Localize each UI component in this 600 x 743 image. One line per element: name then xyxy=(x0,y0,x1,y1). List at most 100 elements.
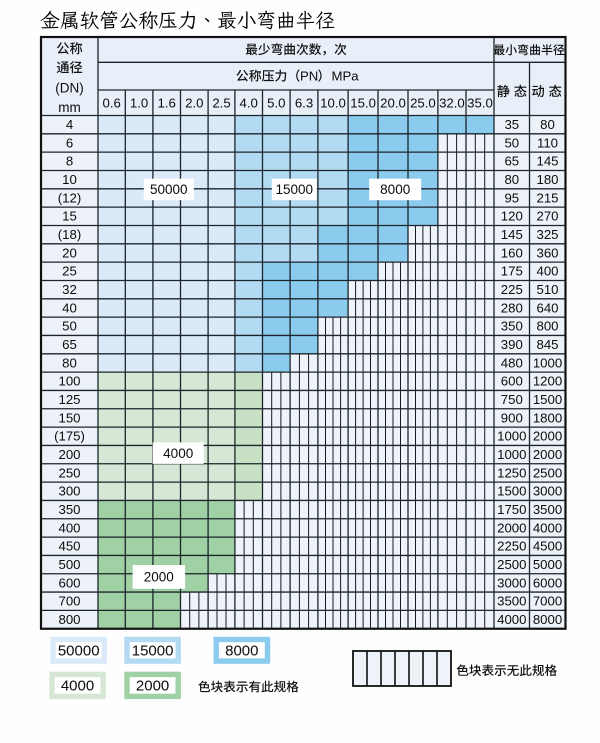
svg-text:120: 120 xyxy=(501,209,523,224)
svg-text:480: 480 xyxy=(501,355,523,370)
svg-text:10: 10 xyxy=(62,172,77,187)
svg-text:200: 200 xyxy=(58,447,80,462)
svg-text:1.6: 1.6 xyxy=(158,96,176,111)
svg-text:40: 40 xyxy=(62,300,77,315)
svg-text:300: 300 xyxy=(58,484,80,499)
svg-text:35: 35 xyxy=(504,117,519,132)
svg-text:15.0: 15.0 xyxy=(350,96,376,111)
svg-text:8000: 8000 xyxy=(225,643,258,660)
svg-text:1800: 1800 xyxy=(533,410,562,425)
svg-text:25.0: 25.0 xyxy=(410,96,436,111)
svg-text:20: 20 xyxy=(62,245,77,260)
svg-text:1500: 1500 xyxy=(533,392,562,407)
svg-text:6: 6 xyxy=(66,135,73,150)
svg-text:145: 145 xyxy=(536,154,558,169)
svg-text:mm: mm xyxy=(58,100,81,115)
svg-text:65: 65 xyxy=(62,337,77,352)
svg-text:2000: 2000 xyxy=(497,520,526,535)
svg-text:1000: 1000 xyxy=(497,429,526,444)
svg-text:4000: 4000 xyxy=(61,678,94,695)
svg-text:160: 160 xyxy=(501,245,523,260)
svg-text:15: 15 xyxy=(62,209,77,224)
svg-text:175: 175 xyxy=(501,264,523,279)
svg-text:80: 80 xyxy=(504,172,519,187)
svg-text:2000: 2000 xyxy=(136,678,169,695)
svg-text:2.5: 2.5 xyxy=(212,96,230,111)
svg-text:50000: 50000 xyxy=(58,643,100,660)
svg-text:145: 145 xyxy=(501,227,523,242)
svg-text:800: 800 xyxy=(58,612,80,627)
svg-text:25: 25 xyxy=(62,264,77,279)
svg-text:1250: 1250 xyxy=(497,465,526,480)
svg-text:1200: 1200 xyxy=(533,374,562,389)
svg-text:15000: 15000 xyxy=(132,643,174,660)
svg-text:95: 95 xyxy=(504,190,519,205)
svg-text:50: 50 xyxy=(62,319,77,334)
svg-text:225: 225 xyxy=(501,282,523,297)
svg-text:(12): (12) xyxy=(58,190,81,205)
svg-text:2000: 2000 xyxy=(533,429,562,444)
svg-text:5000: 5000 xyxy=(533,557,562,572)
svg-text:6000: 6000 xyxy=(533,575,562,590)
svg-text:0.6: 0.6 xyxy=(103,96,121,111)
svg-text:35.0: 35.0 xyxy=(467,96,493,111)
svg-text:MPa: MPa xyxy=(332,69,360,84)
svg-text:400: 400 xyxy=(536,264,558,279)
svg-text:65: 65 xyxy=(504,154,519,169)
svg-text:215: 215 xyxy=(536,190,558,205)
svg-text:PN: PN xyxy=(300,69,318,84)
svg-text:4500: 4500 xyxy=(533,539,562,554)
svg-text:180: 180 xyxy=(536,172,558,187)
svg-text:125: 125 xyxy=(58,392,80,407)
svg-text:7000: 7000 xyxy=(533,594,562,609)
svg-text:150: 150 xyxy=(58,410,80,425)
svg-text:3500: 3500 xyxy=(533,502,562,517)
svg-text:3500: 3500 xyxy=(497,594,526,609)
svg-text:450: 450 xyxy=(58,539,80,554)
svg-text:2000: 2000 xyxy=(533,447,562,462)
svg-text:1000: 1000 xyxy=(533,355,562,370)
svg-text:8000: 8000 xyxy=(380,182,410,197)
svg-text:4000: 4000 xyxy=(497,612,526,627)
svg-text:32: 32 xyxy=(62,282,77,297)
svg-text:2500: 2500 xyxy=(533,465,562,480)
svg-text:50000: 50000 xyxy=(150,182,188,197)
svg-text:2000: 2000 xyxy=(144,570,174,585)
svg-text:1750: 1750 xyxy=(497,502,526,517)
svg-text:1500: 1500 xyxy=(497,484,526,499)
svg-text:750: 750 xyxy=(501,392,523,407)
svg-text:4: 4 xyxy=(66,117,73,132)
svg-text:3000: 3000 xyxy=(497,575,526,590)
svg-text:350: 350 xyxy=(58,502,80,517)
svg-text:32.0: 32.0 xyxy=(439,96,465,111)
svg-text:250: 250 xyxy=(58,465,80,480)
svg-text:800: 800 xyxy=(536,319,558,334)
svg-text:270: 270 xyxy=(536,209,558,224)
svg-text:15000: 15000 xyxy=(276,182,314,197)
svg-text:640: 640 xyxy=(536,300,558,315)
svg-text:845: 845 xyxy=(536,337,558,352)
svg-text:2250: 2250 xyxy=(497,539,526,554)
svg-text:500: 500 xyxy=(58,557,80,572)
svg-text:20.0: 20.0 xyxy=(380,96,406,111)
svg-text:600: 600 xyxy=(58,575,80,590)
svg-text:390: 390 xyxy=(501,337,523,352)
svg-text:2500: 2500 xyxy=(497,557,526,572)
svg-text:80: 80 xyxy=(62,355,77,370)
svg-text:360: 360 xyxy=(536,245,558,260)
svg-text:4000: 4000 xyxy=(163,446,193,461)
svg-text:900: 900 xyxy=(501,410,523,425)
svg-text:8: 8 xyxy=(66,154,73,169)
svg-text:100: 100 xyxy=(58,374,80,389)
svg-text:4.0: 4.0 xyxy=(240,96,258,111)
svg-text:280: 280 xyxy=(501,300,523,315)
svg-text:600: 600 xyxy=(501,374,523,389)
svg-text:80: 80 xyxy=(540,117,555,132)
svg-text:110: 110 xyxy=(537,135,558,150)
svg-text:8000: 8000 xyxy=(533,612,562,627)
svg-text:400: 400 xyxy=(58,520,80,535)
svg-text:6.3: 6.3 xyxy=(295,96,313,111)
svg-text:50: 50 xyxy=(504,135,519,150)
svg-text:2.0: 2.0 xyxy=(185,96,203,111)
svg-text:(175): (175) xyxy=(54,429,85,444)
